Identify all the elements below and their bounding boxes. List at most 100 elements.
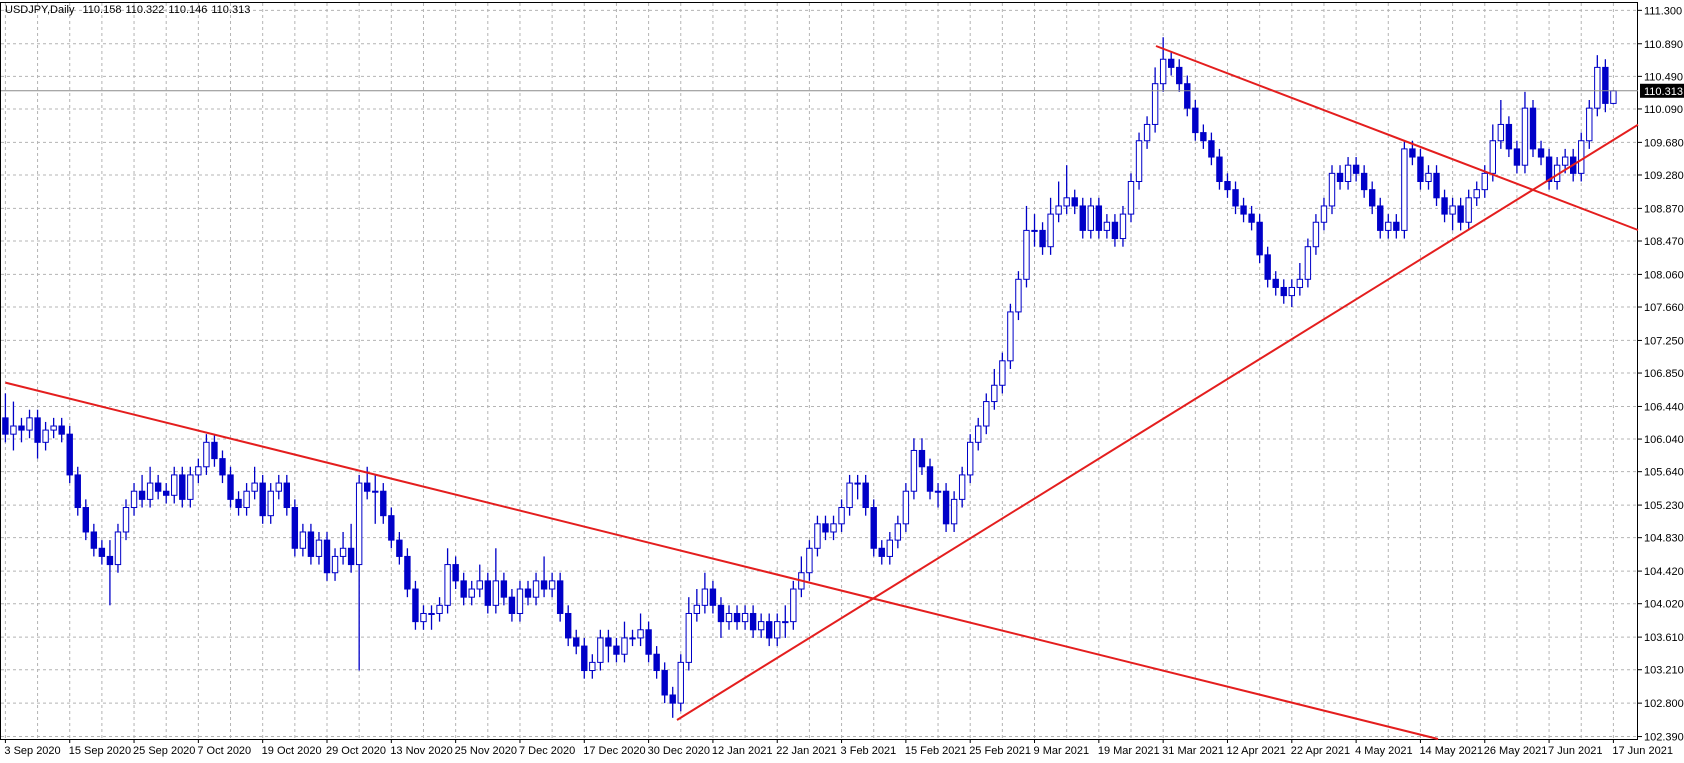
candle-body <box>1119 213 1127 240</box>
candle-body <box>420 612 427 623</box>
y-tick-label: 108.060 <box>1644 269 1684 281</box>
y-tick-label: 109.280 <box>1644 170 1684 182</box>
candle-body <box>195 466 202 476</box>
candle-body <box>364 482 371 492</box>
candle-body <box>1103 221 1111 231</box>
candle-body <box>1409 148 1416 158</box>
candle-body <box>757 621 765 631</box>
candle-body <box>130 490 138 509</box>
y-tick-label: 105.230 <box>1644 500 1684 512</box>
candle-body <box>886 539 893 557</box>
candle-body <box>211 441 218 460</box>
candle-body <box>806 547 813 574</box>
candle-body <box>1007 311 1014 362</box>
x-tick-label: 19 Mar 2021 <box>1098 745 1160 757</box>
candle-body <box>1481 172 1488 191</box>
candle-body <box>1465 197 1472 223</box>
candle-body <box>613 645 620 655</box>
candle-body <box>1320 205 1328 223</box>
candle-body <box>114 531 122 566</box>
candle-body <box>1352 164 1360 174</box>
candle-body <box>725 612 733 623</box>
candle-body <box>476 580 483 590</box>
trend-lines <box>5 45 1639 740</box>
candle-body <box>90 531 98 549</box>
candle-body <box>1047 213 1054 248</box>
candle-body <box>34 417 41 443</box>
candle-body <box>1441 197 1448 215</box>
candle-body <box>1529 107 1537 150</box>
price-label-box <box>1640 83 1684 98</box>
candle-body <box>774 621 781 639</box>
candle-body <box>219 458 226 476</box>
candle-body <box>163 490 170 496</box>
y-tick-label: 104.020 <box>1644 599 1684 611</box>
candle-body <box>709 588 717 606</box>
candle-body <box>854 482 861 485</box>
candle-body <box>98 547 106 557</box>
candle-body <box>918 449 926 468</box>
candle-body <box>1224 180 1231 191</box>
candle-body <box>605 637 612 647</box>
candle-body <box>790 588 797 623</box>
y-tick-label: 109.680 <box>1644 137 1684 149</box>
candle-body <box>862 482 869 509</box>
x-tick-label: 14 May 2021 <box>1419 745 1483 757</box>
candle-body <box>1111 221 1119 240</box>
candle-body <box>983 401 990 427</box>
candle-body <box>677 661 684 704</box>
candle-body <box>146 482 154 500</box>
candle-body <box>573 637 580 647</box>
candle-body <box>380 490 387 517</box>
y-tick-label: 106.850 <box>1644 368 1684 380</box>
candle-body <box>372 490 379 493</box>
candle-body <box>315 539 323 557</box>
candle-body <box>1280 286 1287 297</box>
candle-body <box>1055 205 1062 215</box>
candle-body <box>1304 246 1312 280</box>
candle-body <box>1288 286 1295 297</box>
candle-body <box>902 490 910 525</box>
candle-body <box>581 645 588 672</box>
candle-body <box>1425 172 1432 182</box>
chart-header: USDJPY,Daily 110.158 110.322 110.146 110.313 <box>5 4 250 16</box>
candle-body <box>508 596 516 614</box>
candle-body <box>693 604 701 614</box>
x-tick-label: 26 May 2021 <box>1484 745 1548 757</box>
candle-body <box>388 515 395 541</box>
candle-body <box>171 474 178 496</box>
candle-body <box>942 490 950 525</box>
candle-body <box>749 612 757 631</box>
candle-body <box>589 661 596 672</box>
candle-body <box>339 547 347 557</box>
candle-body <box>1377 205 1384 231</box>
candle-body <box>1401 148 1408 231</box>
candle-body <box>1296 278 1304 288</box>
candle-body <box>66 433 73 476</box>
candle-body <box>1079 205 1086 231</box>
candle-body <box>26 417 33 431</box>
candle-body <box>355 482 363 566</box>
y-tick-label: 107.250 <box>1644 335 1684 347</box>
x-tick-label: 3 Sep 2020 <box>4 745 60 757</box>
candle-body <box>1071 197 1078 207</box>
candle-body <box>1328 172 1336 207</box>
candle-body <box>122 507 130 533</box>
x-tick-label: 29 Oct 2020 <box>326 745 386 757</box>
candle-body <box>1433 172 1440 199</box>
candle-body <box>685 612 692 663</box>
candle-body <box>1015 278 1022 313</box>
candle-body <box>958 474 966 500</box>
candle-body <box>1184 83 1191 109</box>
y-tick-label: 108.870 <box>1644 203 1684 215</box>
candle-body <box>203 441 210 468</box>
candle-body <box>331 555 339 574</box>
candle-body <box>227 474 234 500</box>
candle-body <box>1248 213 1255 223</box>
candle-body <box>999 360 1006 386</box>
low-value: 110.146 <box>168 4 207 16</box>
candle-body <box>782 621 789 624</box>
x-tick-label: 3 Feb 2021 <box>841 745 897 757</box>
